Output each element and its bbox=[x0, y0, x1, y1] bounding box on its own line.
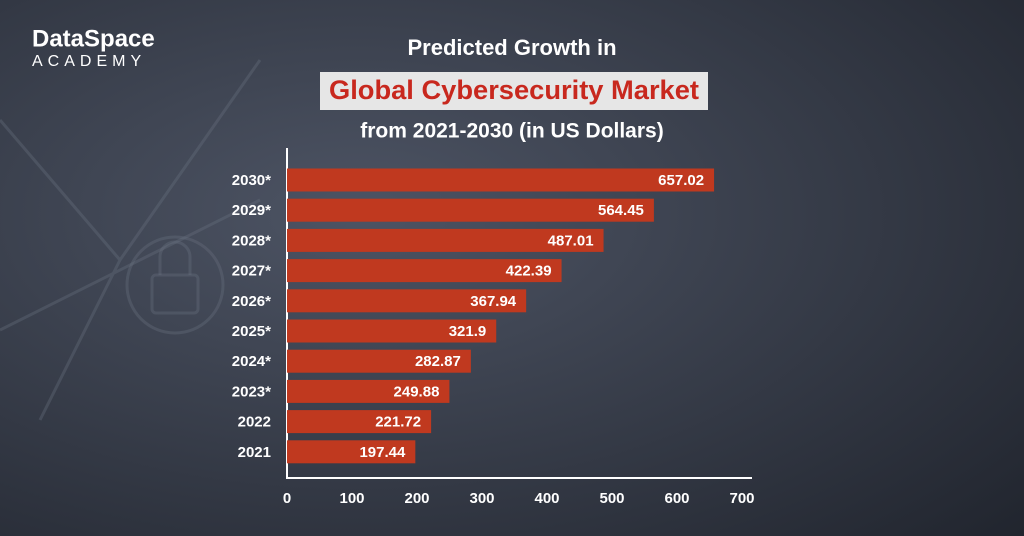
value-label: 487.01 bbox=[548, 232, 594, 249]
y-tick-label: 2022 bbox=[238, 414, 271, 431]
value-label: 367.94 bbox=[470, 293, 517, 310]
y-tick-label: 2021 bbox=[238, 444, 271, 461]
x-tick-label: 100 bbox=[339, 490, 364, 507]
y-tick-label: 2028* bbox=[232, 232, 271, 249]
bar bbox=[287, 349, 471, 373]
value-label: 422.39 bbox=[506, 263, 552, 280]
bar bbox=[287, 289, 527, 313]
y-tick-label: 2024* bbox=[232, 353, 271, 370]
bar bbox=[287, 259, 562, 283]
value-label: 282.87 bbox=[415, 353, 461, 370]
value-label: 197.44 bbox=[359, 444, 406, 461]
x-tick-label: 500 bbox=[599, 490, 624, 507]
x-tick-label: 0 bbox=[283, 490, 291, 507]
bar bbox=[287, 319, 497, 343]
bar bbox=[287, 379, 450, 403]
bar bbox=[287, 228, 604, 252]
x-tick-label: 200 bbox=[404, 490, 429, 507]
title-highlight-box bbox=[320, 72, 708, 110]
y-tick-label: 2027* bbox=[232, 263, 271, 280]
bar bbox=[287, 168, 715, 192]
brand-tagline: ACADEMY bbox=[32, 53, 146, 70]
y-tick-label: 2030* bbox=[232, 172, 271, 189]
brand-name: DataSpace bbox=[32, 25, 155, 52]
y-tick-label: 2023* bbox=[232, 383, 271, 400]
bar bbox=[287, 198, 654, 222]
chart-subtitle: from 2021-2030 (in US Dollars) bbox=[360, 120, 663, 143]
value-label: 564.45 bbox=[598, 202, 644, 219]
chart-title-highlight: Global Cybersecurity Market bbox=[329, 75, 699, 105]
bar bbox=[287, 440, 416, 464]
x-tick-label: 300 bbox=[469, 490, 494, 507]
value-label: 657.02 bbox=[658, 172, 704, 189]
value-label: 221.72 bbox=[375, 414, 421, 431]
y-tick-label: 2026* bbox=[232, 293, 271, 310]
x-tick-label: 400 bbox=[534, 490, 559, 507]
chart-title: Predicted Growth in bbox=[407, 35, 616, 60]
value-label: 321.9 bbox=[449, 323, 487, 340]
y-tick-label: 2029* bbox=[232, 202, 271, 219]
y-tick-label: 2025* bbox=[232, 323, 271, 340]
value-label: 249.88 bbox=[394, 383, 440, 400]
x-tick-label: 700 bbox=[729, 490, 754, 507]
x-tick-label: 600 bbox=[664, 490, 689, 507]
bar bbox=[287, 410, 432, 434]
decoration bbox=[0, 59, 262, 421]
